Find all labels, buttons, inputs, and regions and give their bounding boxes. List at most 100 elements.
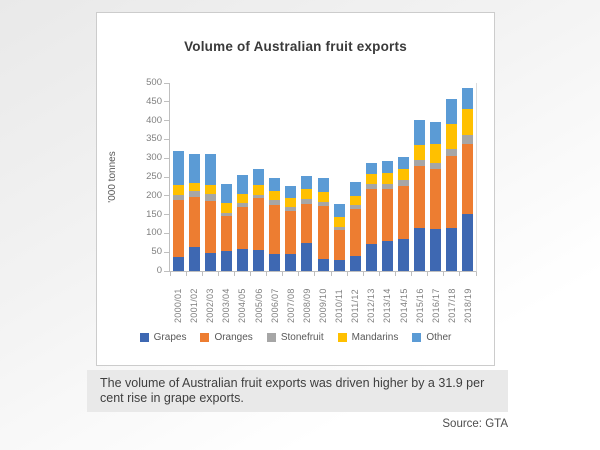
chart-card: Volume of Australian fruit exports '000 … bbox=[96, 12, 495, 366]
bar-2015-16 bbox=[414, 119, 426, 271]
x-axis-label: 2001/02 bbox=[189, 288, 200, 323]
segment-other bbox=[414, 119, 426, 146]
segment-mandarins bbox=[430, 144, 442, 163]
segment-oranges bbox=[365, 189, 377, 244]
segment-mandarins bbox=[365, 173, 377, 185]
x-axis-label: 2018/19 bbox=[462, 288, 473, 323]
segment-mandarins bbox=[414, 145, 426, 160]
x-axis-label: 2015/16 bbox=[414, 288, 425, 323]
segment-grapes bbox=[398, 239, 410, 271]
segment-grapes bbox=[430, 228, 442, 271]
x-tick-mark bbox=[298, 272, 300, 276]
segment-grapes bbox=[349, 255, 361, 271]
segment-stonefruit bbox=[301, 199, 313, 205]
bar-2010-11 bbox=[333, 203, 345, 271]
segment-mandarins bbox=[253, 185, 265, 195]
x-tick-mark bbox=[330, 272, 332, 276]
segment-oranges bbox=[285, 210, 297, 255]
bar-2001-02 bbox=[188, 153, 200, 271]
segment-mandarins bbox=[204, 184, 216, 195]
segment-grapes bbox=[204, 252, 216, 271]
segment-grapes bbox=[446, 227, 458, 271]
y-tick-mark bbox=[164, 232, 169, 234]
x-tick-mark bbox=[394, 272, 396, 276]
segment-stonefruit bbox=[430, 162, 442, 169]
legend-item-oranges: Oranges bbox=[200, 332, 253, 343]
bar-2016-17 bbox=[430, 122, 442, 271]
bar-2004-05 bbox=[236, 174, 248, 271]
caption-line-1: The volume of Australian fruit exports w… bbox=[100, 376, 485, 390]
segment-other bbox=[301, 175, 313, 190]
segment-oranges bbox=[188, 197, 200, 248]
legend-label: Oranges bbox=[214, 332, 253, 343]
segment-mandarins bbox=[333, 216, 345, 227]
y-tick-mark bbox=[164, 82, 169, 84]
segment-mandarins bbox=[172, 185, 184, 195]
segment-mandarins bbox=[398, 169, 410, 181]
x-tick-mark bbox=[346, 272, 348, 276]
x-axis-label: 2013/14 bbox=[382, 288, 393, 323]
legend-swatch-mandarins bbox=[337, 333, 347, 342]
segment-mandarins bbox=[462, 109, 474, 135]
segment-oranges bbox=[430, 168, 442, 229]
segment-stonefruit bbox=[414, 159, 426, 166]
bar-2008-09 bbox=[301, 175, 313, 271]
legend-swatch-stonefruit bbox=[266, 333, 276, 342]
x-axis-label: 2009/10 bbox=[318, 288, 328, 323]
y-tick-mark bbox=[164, 120, 169, 122]
segment-mandarins bbox=[236, 193, 248, 204]
segment-grapes bbox=[317, 258, 329, 271]
y-tick-mark bbox=[164, 157, 169, 159]
legend-item-mandarins: Mandarins bbox=[337, 332, 399, 343]
y-tick-label: 300 bbox=[146, 152, 162, 164]
legend-label: Other bbox=[426, 332, 452, 343]
segment-grapes bbox=[253, 250, 265, 271]
y-tick-mark bbox=[164, 101, 169, 103]
bar-2002-03 bbox=[204, 153, 216, 271]
segment-mandarins bbox=[317, 191, 329, 202]
segment-stonefruit bbox=[398, 180, 410, 187]
y-tick-mark bbox=[164, 214, 169, 216]
segment-other bbox=[253, 168, 265, 186]
y-tick-mark bbox=[164, 195, 169, 197]
x-axis-label: 2006/07 bbox=[269, 288, 280, 323]
segment-other bbox=[398, 157, 410, 170]
y-tick-mark bbox=[164, 138, 169, 140]
y-tick-label: 100 bbox=[146, 227, 162, 239]
bar-2003-04 bbox=[220, 184, 232, 271]
x-tick-mark bbox=[378, 272, 380, 276]
segment-grapes bbox=[172, 257, 184, 271]
x-axis-label: 2003/04 bbox=[221, 288, 232, 323]
segment-other bbox=[220, 184, 232, 203]
segment-stonefruit bbox=[188, 190, 200, 198]
segment-mandarins bbox=[381, 173, 393, 185]
segment-mandarins bbox=[285, 198, 297, 208]
segment-oranges bbox=[220, 215, 232, 252]
segment-oranges bbox=[462, 144, 474, 214]
segment-grapes bbox=[462, 213, 474, 271]
x-tick-mark bbox=[217, 272, 219, 276]
bar-2007-08 bbox=[285, 186, 297, 271]
x-tick-mark bbox=[201, 272, 203, 276]
segment-grapes bbox=[188, 247, 200, 271]
segment-oranges bbox=[301, 204, 313, 243]
x-tick-mark bbox=[411, 272, 413, 276]
segment-oranges bbox=[236, 206, 248, 250]
legend-label: Mandarins bbox=[351, 332, 399, 343]
segment-other bbox=[188, 153, 200, 183]
segment-stonefruit bbox=[317, 201, 329, 207]
x-axis-label: 2008/09 bbox=[301, 288, 312, 323]
segment-grapes bbox=[333, 260, 345, 271]
x-axis-label: 2002/03 bbox=[205, 288, 216, 323]
segment-oranges bbox=[172, 200, 184, 258]
bar-2006-07 bbox=[269, 178, 281, 271]
segment-oranges bbox=[317, 206, 329, 259]
segment-mandarins bbox=[188, 182, 200, 191]
x-axis-label: 2007/08 bbox=[285, 288, 296, 323]
segment-other bbox=[446, 99, 458, 125]
x-tick-mark bbox=[459, 272, 461, 276]
bar-2009-10 bbox=[317, 178, 329, 271]
y-axis-label: '000 tonnes bbox=[107, 151, 118, 203]
segment-stonefruit bbox=[462, 134, 474, 145]
segment-stonefruit bbox=[381, 184, 393, 189]
